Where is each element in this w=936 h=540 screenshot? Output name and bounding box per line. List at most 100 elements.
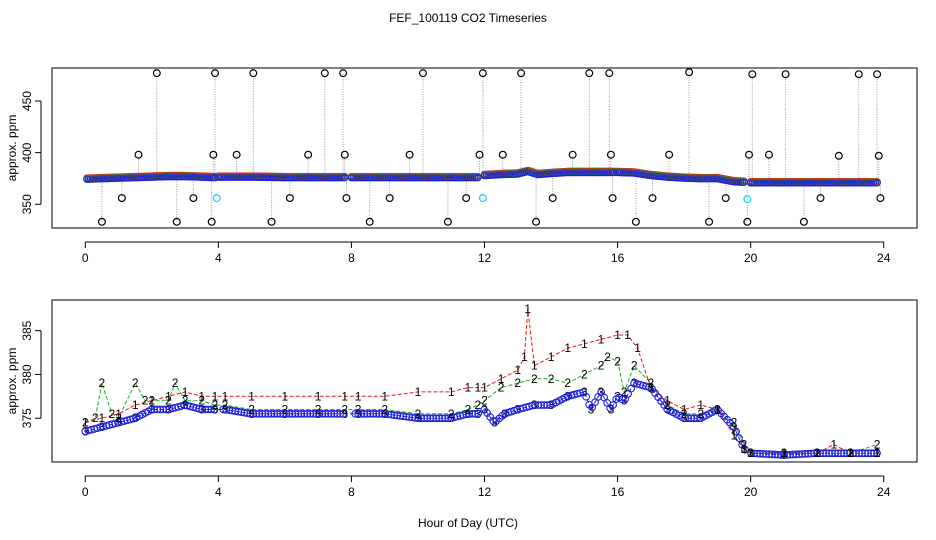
series-3-marker <box>366 409 375 418</box>
calibration-point <box>232 150 241 159</box>
cyan-point <box>743 195 752 204</box>
series-3-marker <box>855 449 863 458</box>
series-3-marker <box>438 414 447 423</box>
series-3-marker <box>264 409 273 418</box>
series-3-point: 3 <box>248 407 255 421</box>
series-1-point: 1 <box>82 416 89 430</box>
series-2-point: 2 <box>381 402 388 416</box>
series-2-point: 2 <box>814 446 821 460</box>
series-3-point: 3 <box>315 407 322 421</box>
series-3-marker <box>864 449 872 458</box>
series-2-point: 2 <box>109 407 116 421</box>
series-3-marker <box>285 409 294 418</box>
series-3-marker <box>531 401 540 409</box>
calibration-point <box>834 151 843 160</box>
series-2-point: 2 <box>564 376 571 390</box>
series-2-point: 2 <box>282 402 289 416</box>
series-1-point: 1 <box>714 402 721 416</box>
series-1-point: 1 <box>165 389 172 403</box>
series-1-point: 1 <box>481 381 488 395</box>
series-3-marker <box>369 409 378 418</box>
series-2-point: 2 <box>598 359 605 373</box>
series-3-marker <box>417 414 426 423</box>
series-3-point: 3 <box>148 402 155 416</box>
bottom-y-axis-label: approx. ppm <box>5 348 19 415</box>
calibration-point <box>443 217 452 226</box>
series-3-point: 3 <box>681 411 688 425</box>
series-2-point: 2 <box>115 411 122 425</box>
series-3-marker <box>471 409 480 418</box>
series-3-marker <box>354 409 363 418</box>
series-3-marker <box>828 449 836 458</box>
series-3-point: 3 <box>481 402 488 416</box>
series-1-point: 1 <box>282 389 289 403</box>
calibration-point <box>685 68 694 77</box>
series-2-point: 2 <box>132 376 139 390</box>
series-2-point: 2 <box>604 350 611 364</box>
series-2-point: 2 <box>212 398 219 412</box>
series-3-point: 3 <box>282 407 289 421</box>
series-2-point: 2 <box>741 437 748 451</box>
series-3-marker <box>159 405 168 414</box>
series-3-point: 3 <box>514 402 521 416</box>
series-2-point: 2 <box>631 359 638 373</box>
series-1-point: 1 <box>548 350 555 364</box>
series-2-point: 2 <box>481 394 488 408</box>
series-3-marker <box>288 409 297 418</box>
calibration-point <box>744 150 753 159</box>
series-3-marker <box>759 450 767 458</box>
series-2-point: 2 <box>182 394 189 408</box>
series-3-marker <box>756 449 764 458</box>
series-1-point: 1 <box>847 446 854 460</box>
series-1-point: 1 <box>581 337 588 351</box>
series-3-marker <box>822 449 830 458</box>
series-3-marker <box>768 450 776 459</box>
series-3-marker <box>777 450 785 459</box>
series-3-marker <box>372 409 381 418</box>
series-3-marker <box>252 409 261 418</box>
series-3-marker <box>441 414 450 423</box>
calibration-point <box>548 194 557 203</box>
series-3-marker <box>249 409 258 418</box>
series-3-marker <box>576 389 584 397</box>
series-3-marker <box>219 405 228 414</box>
calibration-point <box>799 217 808 226</box>
series-3-point: 3 <box>212 402 219 416</box>
series-1-point: 1 <box>315 389 322 403</box>
series-3-point: 3 <box>99 420 106 434</box>
top-plot-frame <box>51 67 918 229</box>
series-3-marker <box>276 409 285 418</box>
series-3-point: 3 <box>588 402 595 416</box>
calibration-point <box>134 150 143 159</box>
top-y-tick-label: 400 <box>20 142 34 162</box>
top-x-tick-label: 24 <box>877 251 891 265</box>
series-2-point: 2 <box>341 402 348 416</box>
calibration-point <box>748 70 757 79</box>
series-3-marker <box>327 409 336 418</box>
series-1-point: 1 <box>874 446 881 460</box>
top-x-tick-label: 12 <box>478 251 492 265</box>
series-3-marker <box>306 409 315 418</box>
series-3-point: 3 <box>548 398 555 412</box>
series-3-marker <box>420 414 429 423</box>
series-3-marker <box>816 449 824 458</box>
series-3-marker <box>837 449 845 458</box>
calibration-point <box>342 194 351 203</box>
calibration-point <box>743 217 752 226</box>
series-3-marker <box>858 449 866 458</box>
series-3-marker <box>789 450 797 459</box>
series-3-marker <box>360 409 369 418</box>
series-3-marker <box>198 405 207 414</box>
series-2-point: 2 <box>681 407 688 421</box>
series-1-point: 1 <box>531 359 538 373</box>
calibration-point <box>418 69 427 78</box>
series-3-marker <box>540 401 549 409</box>
series-3-marker <box>867 449 875 458</box>
series-2-point: 2 <box>248 402 255 416</box>
calibration-point <box>585 69 594 78</box>
series-1-point: 1 <box>148 394 155 408</box>
series-3-marker <box>786 450 794 459</box>
series-1-point: 1 <box>697 398 704 412</box>
series-3-marker <box>291 409 300 418</box>
